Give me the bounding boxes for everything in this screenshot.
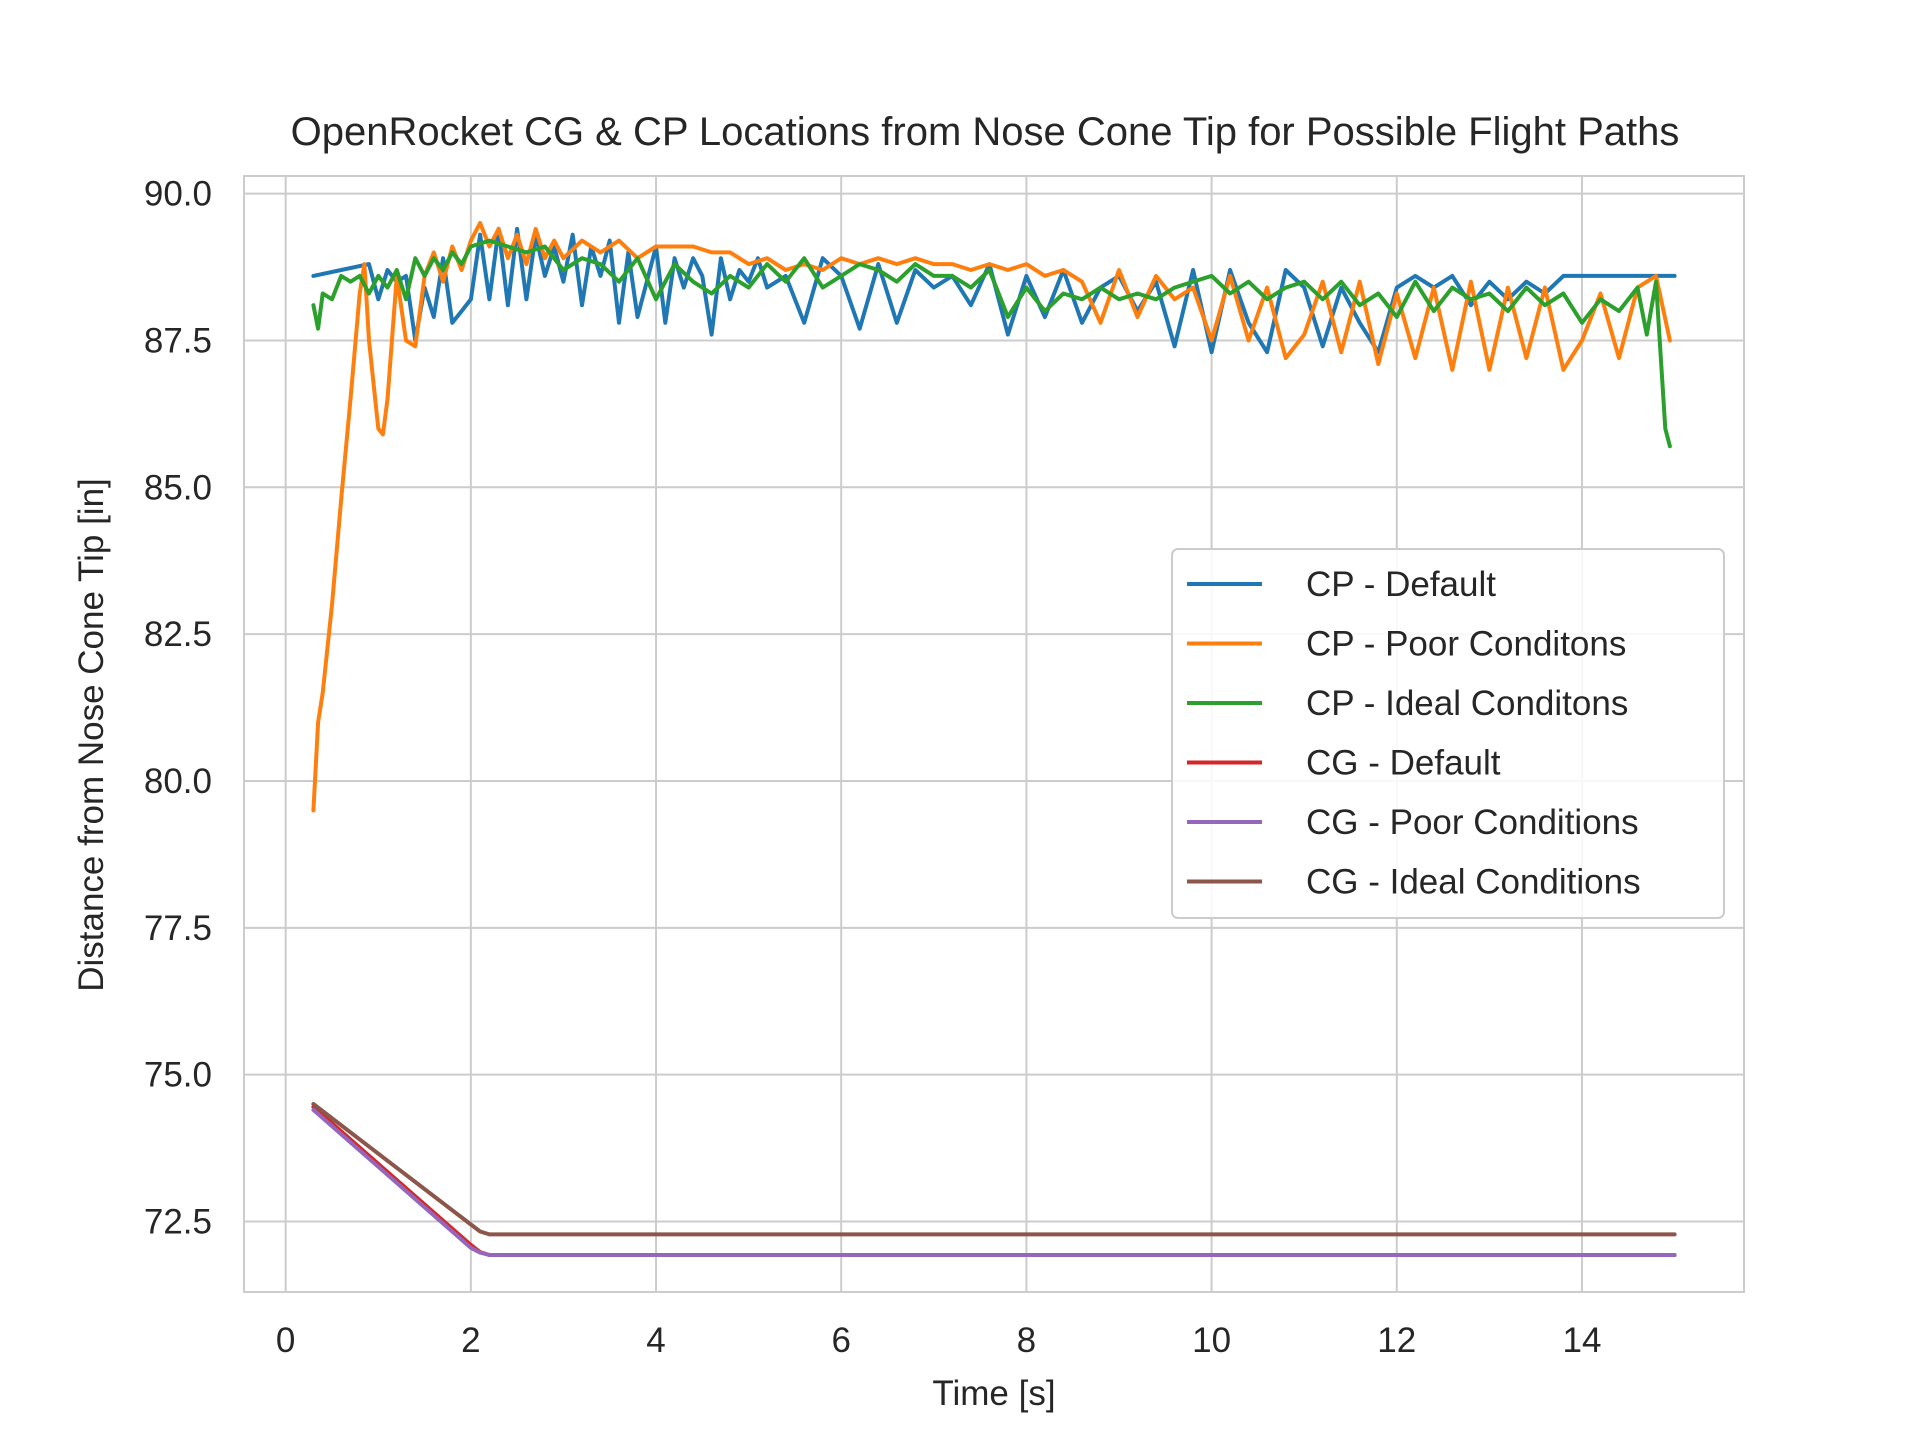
x-tick-label: 10 [1192,1321,1231,1360]
x-tick-label: 6 [831,1321,850,1360]
y-axis-label: Distance from Nose Cone Tip [in] [72,478,111,992]
plot-frame [243,175,1745,1293]
x-tick-label: 2 [461,1321,480,1360]
y-tick-label: 82.5 [144,615,212,654]
x-tick-labels: 0 2 4 6 8 10 12 14 [276,1321,1601,1360]
series-layer [311,221,1677,1257]
x-tick-label: 8 [1017,1321,1036,1360]
legend-label: CP - Default [1306,565,1496,604]
legend: CP - Default CP - Poor Conditons CP - Idea… [1171,548,1725,919]
x-axis-label: Time [s] [932,1374,1055,1413]
series-line-1 [311,226,1677,355]
x-tick-label: 12 [1377,1321,1416,1360]
y-tick-label: 77.5 [144,909,212,948]
legend-label: CP - Poor Conditons [1306,625,1626,664]
x-tick-label: 4 [646,1321,665,1360]
x-tick-label: 14 [1562,1321,1601,1360]
legend-box [1171,548,1725,919]
y-tick-labels: 72.5 75.0 77.5 80.0 82.5 85.0 87.5 90.0 [144,175,212,1242]
series-line-6 [311,1102,1677,1237]
y-tick-label: 90.0 [144,175,212,214]
grid-lines [244,176,1744,1292]
legend-label: CP - Ideal Conditons [1306,684,1628,723]
legend-label: CG - Ideal Conditions [1306,863,1641,902]
y-tick-label: 80.0 [144,762,212,801]
legend-label: CG - Poor Conditions [1306,803,1639,842]
y-tick-label: 85.0 [144,468,212,507]
series-line-3 [311,238,1672,449]
y-tick-label: 72.5 [144,1203,212,1242]
x-tick-label: 0 [276,1321,295,1360]
legend-label: CG - Default [1306,744,1501,783]
series-line-5 [311,1107,1677,1257]
y-tick-label: 75.0 [144,1056,212,1095]
y-tick-label: 87.5 [144,321,212,360]
chart-title: OpenRocket CG & CP Locations from Nose C… [291,110,1680,154]
